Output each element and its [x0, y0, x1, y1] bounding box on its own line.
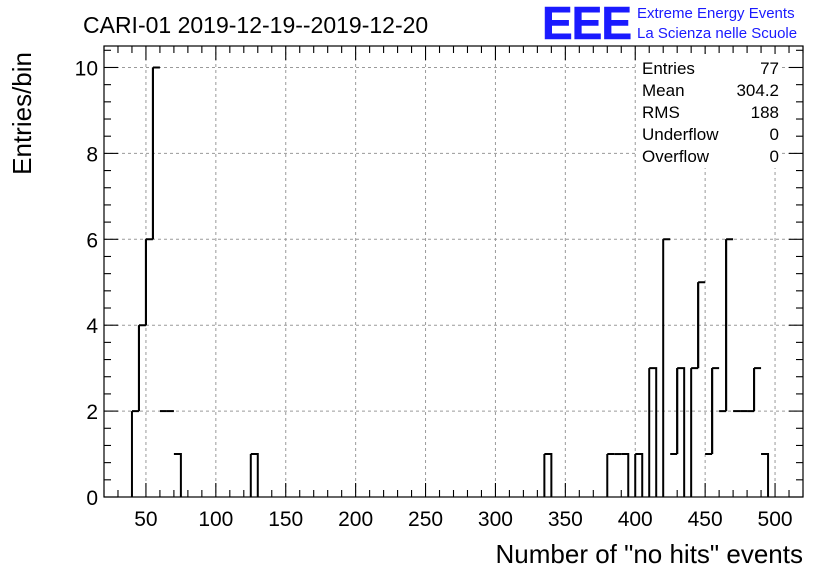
stats-label: Underflow — [642, 125, 719, 144]
histogram-bin — [173, 453, 182, 497]
y-tick-label: 4 — [86, 315, 98, 338]
histogram-bin — [137, 239, 147, 412]
histogram-bin — [621, 453, 630, 497]
x-tick-label: 50 — [134, 508, 157, 531]
stats-label: Overflow — [642, 147, 710, 166]
stats-box: Entries 77 Mean 304.2 RMS 188 Underflow 0 Overfl… — [638, 54, 781, 168]
y-tick-label: 10 — [75, 57, 98, 80]
stats-value: 77 — [760, 59, 779, 78]
x-tick-label: 250 — [408, 508, 443, 531]
x-tick-label: 400 — [618, 508, 653, 531]
eee-logo-line2: La Scienza nelle Scuole — [637, 25, 797, 42]
histogram-bin — [747, 368, 756, 413]
histogram-bin — [144, 67, 154, 326]
x-tick-label: 150 — [268, 508, 303, 531]
x-tick-label: 450 — [688, 508, 723, 531]
stats-value: 188 — [751, 103, 779, 122]
histogram-bin — [676, 367, 686, 497]
eee-logo-line1: Extreme Energy Events — [637, 5, 795, 22]
histogram-bin — [249, 453, 259, 497]
stats-label: Entries — [642, 59, 695, 78]
stats-label: Mean — [642, 81, 685, 100]
x-tick-label: 300 — [478, 508, 513, 531]
histogram-bin — [662, 238, 671, 497]
histogram-bin — [634, 453, 644, 497]
x-tick-label: 350 — [548, 508, 583, 531]
y-tick-label: 2 — [86, 401, 98, 424]
tick-layer — [103, 46, 804, 498]
x-tick-label: 200 — [338, 508, 373, 531]
histogram-bin — [648, 367, 658, 497]
histogram-bin — [606, 453, 615, 497]
stats-box-background — [638, 54, 781, 168]
histogram-bin — [761, 453, 770, 497]
y-tick-label: 0 — [86, 487, 98, 510]
histogram-bin — [711, 367, 720, 455]
x-axis-label: Number of "no hits" events — [496, 539, 804, 569]
histogram-bin — [753, 367, 762, 412]
x-tick-label: 500 — [758, 508, 793, 531]
tick-label-layer: 50 100 150 200 250 300 350 400 450 500 0 2 4 6 8 10 — [75, 57, 793, 531]
histogram-bin — [151, 66, 160, 240]
histogram-bin — [130, 325, 140, 497]
y-tick-label: 8 — [86, 143, 98, 166]
stats-value: 304.2 — [736, 81, 779, 100]
eee-logo: EEE Extreme Energy Events La Scienza nel… — [542, 0, 797, 49]
x-tick-label: 100 — [198, 508, 233, 531]
histogram-bin — [725, 238, 734, 412]
stats-value: 0 — [770, 147, 779, 166]
y-axis-label: Entries/bin — [7, 52, 37, 175]
histogram-layer — [130, 66, 770, 497]
histogram-bin — [543, 453, 553, 497]
stats-value: 0 — [770, 125, 779, 144]
stats-label: RMS — [642, 103, 680, 122]
histogram-bin — [697, 281, 706, 369]
y-tick-label: 6 — [86, 229, 98, 252]
histogram-bin — [690, 282, 700, 497]
eee-logo-mark: EEE — [542, 0, 631, 49]
chart-title: CARI-01 2019-12-19--2019-12-20 — [83, 12, 428, 38]
